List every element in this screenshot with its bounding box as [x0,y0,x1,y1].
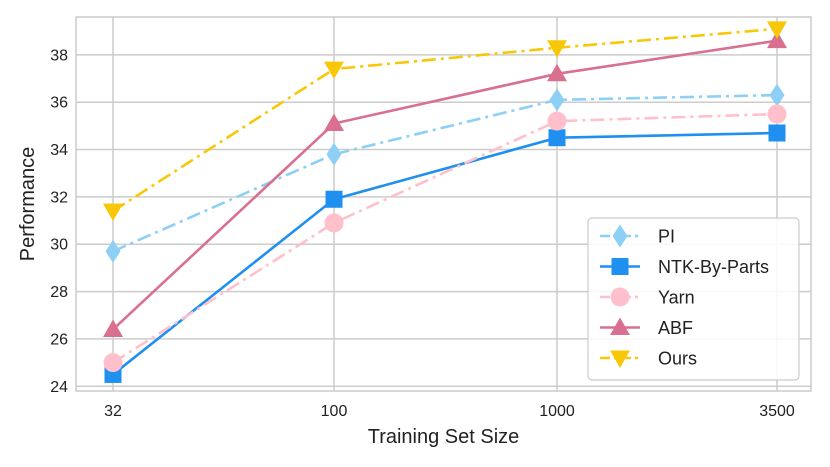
series-line [112,27,778,213]
series-layer [103,21,787,383]
data-point [547,40,567,58]
legend-marker [611,258,629,275]
series-yarn [103,104,787,373]
tick-labels: 24 26 28 30 32 34 36 38 32 100 1000 3500 [50,47,795,420]
data-point [325,190,343,208]
legend-label: ABF [658,318,693,338]
data-point [767,21,787,39]
data-point [549,88,565,112]
series-line [112,93,778,253]
y-tick-label: 32 [50,189,68,206]
data-point [324,61,344,80]
data-point [326,142,342,166]
x-tick-label: 32 [104,403,122,420]
data-point [103,203,123,222]
legend-marker [612,224,628,248]
series-line [112,131,778,376]
y-tick-label: 36 [50,95,68,112]
series-line [112,112,778,364]
legend: PI NTK-By-Parts Yarn ABF Ours [587,217,800,381]
data-point [324,113,344,132]
legend-label: Yarn [658,288,695,308]
y-tick-label: 38 [50,47,68,64]
series-line [112,39,778,331]
legend-label: PI [658,227,675,247]
legend-marker [610,287,630,307]
x-tick-label: 1000 [539,403,575,420]
data-point [767,104,787,124]
legend-label: Ours [658,349,697,369]
data-point [324,213,344,233]
data-point [769,83,785,107]
data-point [103,353,123,373]
y-tick-label: 34 [50,142,68,159]
legend-entry: Ours [600,349,697,369]
legend-entry: NTK-By-Parts [600,257,769,277]
series-ours [103,21,787,222]
data-point [768,124,786,142]
data-point [767,30,787,49]
data-point [105,239,121,263]
legend-entry: PI [600,224,675,248]
legend-entry: Yarn [600,287,695,308]
legend-marker [610,317,630,335]
x-tick-label: 100 [321,403,348,420]
series-pi [105,83,785,263]
legend-entry: ABF [600,317,693,338]
data-point [547,111,567,131]
series-abf [103,30,787,337]
y-tick-label: 24 [50,379,68,396]
y-tick-label: 28 [50,284,68,301]
legend-marker [610,350,630,368]
y-axis-label: Performance [17,147,39,262]
y-tick-label: 30 [50,237,68,254]
legend-label: NTK-By-Parts [658,257,769,277]
x-axis-label: Training Set Size [368,426,520,448]
data-point [548,129,566,147]
data-point [547,63,567,82]
plot-frame [75,16,812,392]
data-point [103,319,123,337]
y-tick-label: 26 [50,331,68,348]
x-tick-label: 3500 [759,403,795,420]
legend-box [587,217,800,381]
